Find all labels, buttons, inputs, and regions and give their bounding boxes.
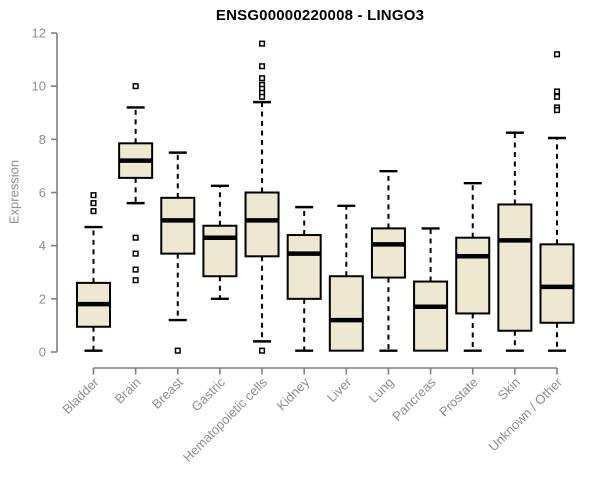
box-hematopoietic-cells [244, 40, 280, 354]
y-axis-tick-label: 4 [39, 238, 46, 253]
outlier-point [553, 88, 561, 95]
outlier-point [258, 347, 266, 354]
outlier-point [132, 234, 139, 241]
outlier-point [132, 250, 139, 257]
y-axis-tick-label: 12 [32, 26, 46, 41]
box-gastric [202, 184, 238, 301]
y-axis: 0 2 4 6 8 10 12 [32, 26, 58, 360]
outlier-point [553, 93, 561, 100]
x-axis-label: Bladder [59, 374, 102, 417]
iqr-box [497, 203, 533, 332]
x-axis-label: Kidney [274, 374, 313, 413]
x-axis-label: Pancreas [389, 374, 439, 424]
outlier-point [258, 40, 266, 47]
outlier-point [174, 347, 181, 354]
outlier-point [90, 200, 97, 207]
y-axis-tick-label: 10 [32, 79, 46, 94]
outlier-point [258, 93, 266, 100]
y-axis-tick-label: 8 [39, 132, 46, 147]
box-bladder [76, 192, 111, 352]
iqr-box [539, 243, 575, 324]
box-pancreas [413, 227, 449, 352]
box-breast [160, 151, 196, 354]
outlier-point [553, 51, 561, 58]
x-axis-label: Unknown / Other [486, 374, 566, 454]
box-kidney [286, 205, 322, 352]
box-brain [118, 83, 154, 284]
outlier-point [132, 83, 139, 90]
y-axis-tick-label: 2 [39, 291, 46, 306]
x-axis-label: Skin [494, 375, 522, 403]
iqr-box [328, 275, 364, 352]
y-axis-tick-label: 0 [39, 345, 46, 360]
x-axis-label: Liver [324, 374, 355, 405]
chart-title: ENSG00000220008 - LINGO3 [215, 7, 425, 24]
outlier-point [132, 266, 139, 273]
outlier-point [90, 192, 97, 199]
outlier-point [258, 75, 266, 82]
outlier-point [553, 107, 561, 114]
box-prostate [455, 181, 491, 352]
y-axis-tick-label: 6 [39, 185, 46, 200]
outlier-point [132, 277, 139, 284]
iqr-box [370, 227, 406, 279]
box-lung [370, 170, 406, 352]
x-axis-label: Brain [112, 375, 144, 407]
box-unknown-other [539, 51, 575, 352]
iqr-box [413, 280, 449, 352]
iqr-box [455, 236, 491, 315]
box-liver [328, 204, 364, 352]
x-axis-label: Breast [149, 374, 186, 411]
x-axis-label: Gastric [188, 374, 228, 414]
iqr-box [202, 224, 238, 278]
box-skin [497, 131, 533, 352]
iqr-box [160, 196, 196, 255]
x-axis-label: Lung [366, 375, 397, 406]
outlier-point [258, 63, 266, 70]
iqr-box [286, 234, 322, 300]
x-axis-label: Prostate [436, 375, 481, 420]
iqr-box [244, 191, 280, 258]
outlier-point [90, 208, 97, 215]
